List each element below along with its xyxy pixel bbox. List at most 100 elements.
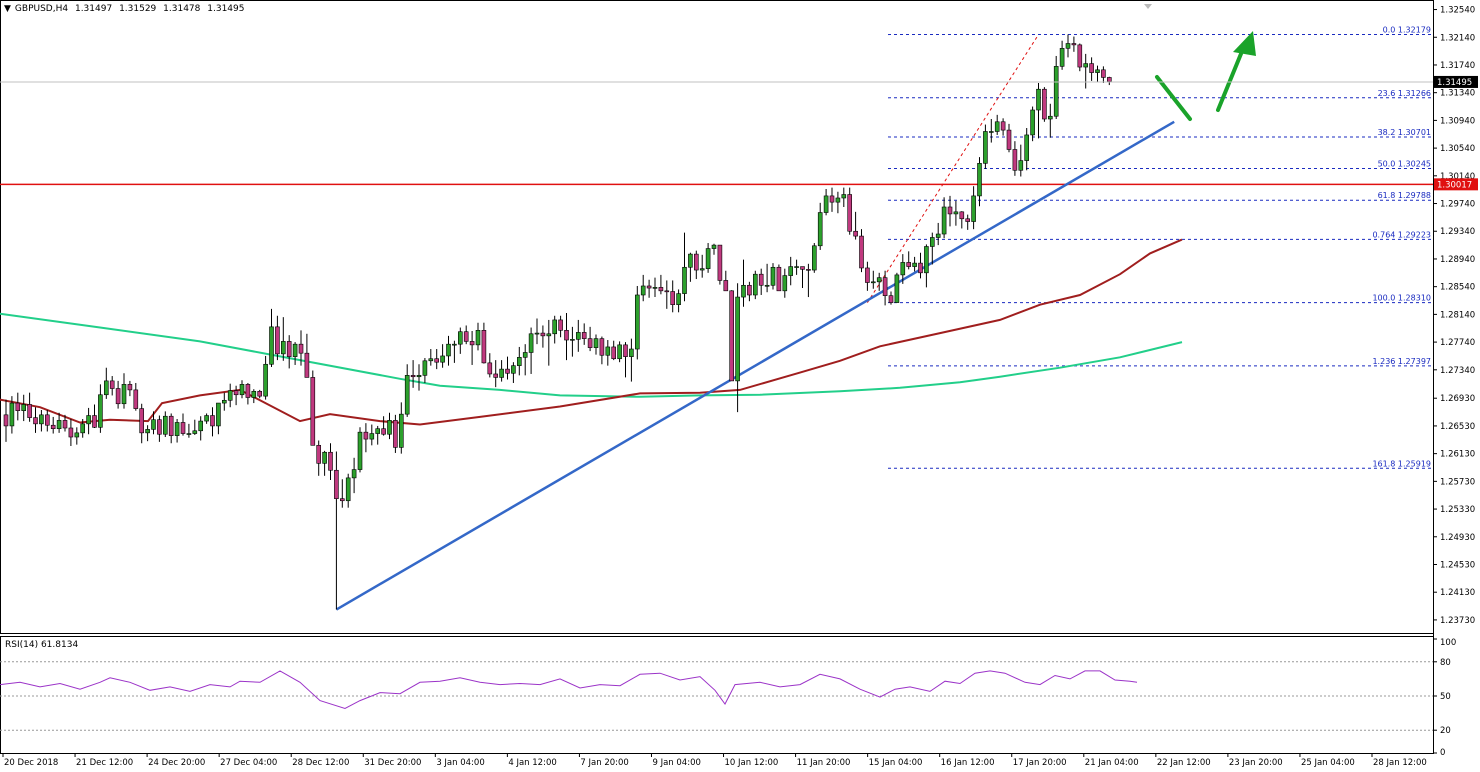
bearish-candle — [664, 280, 670, 309]
bearish-candle — [410, 360, 416, 388]
bullish-candle — [570, 326, 575, 357]
candle-body — [634, 294, 640, 350]
candle-body — [617, 344, 622, 360]
bullish-candle — [457, 327, 463, 354]
bullish-candle — [552, 315, 558, 344]
candle-body — [198, 420, 203, 432]
candle-body — [587, 338, 593, 348]
candle-body — [593, 338, 599, 348]
bullish-candle — [983, 124, 988, 169]
candle-body — [988, 131, 994, 133]
candle-body — [133, 389, 139, 409]
bullish-candle — [770, 263, 776, 290]
bullish-candle — [953, 200, 959, 226]
candle-body — [516, 357, 522, 366]
candle-body — [216, 402, 221, 427]
bullish-candle — [794, 259, 799, 275]
fib-level-label: 161.8 1.25919 — [1372, 459, 1431, 468]
bullish-candle — [788, 256, 794, 286]
bullish-candle — [935, 222, 941, 246]
bearish-candle — [540, 325, 546, 348]
candle-body — [222, 399, 227, 404]
bearish-candle — [965, 214, 971, 230]
price-tick-label: 1.29740 — [1440, 200, 1475, 210]
time-tick-label: 4 Jan 12:00 — [508, 758, 556, 768]
bullish-candle — [1030, 106, 1035, 142]
time-tick-label: 28 Jan 12:00 — [1373, 758, 1427, 768]
bearish-candle — [599, 336, 605, 365]
candle-body — [1042, 88, 1047, 120]
bearish-candle — [723, 270, 729, 292]
candle-body — [304, 352, 310, 378]
bearish-candle — [1107, 76, 1112, 86]
bullish-candle — [652, 277, 658, 298]
bearish-candle — [1071, 36, 1077, 52]
candle-body — [286, 341, 292, 357]
bullish-candle — [1036, 82, 1041, 139]
candle-body — [452, 343, 457, 346]
time-tick-label: 28 Dec 12:00 — [292, 758, 349, 768]
bullish-candle — [688, 252, 693, 282]
candle-body — [1077, 44, 1083, 68]
bearish-candle — [339, 479, 345, 508]
bearish-candle — [304, 333, 310, 378]
bullish-candle — [629, 338, 634, 382]
bullish-candle — [422, 358, 428, 383]
bearish-candle — [44, 409, 50, 432]
candle-body — [457, 331, 463, 345]
time-tick-label: 21 Jan 04:00 — [1085, 758, 1139, 768]
bullish-candle — [741, 259, 746, 307]
candle-body — [859, 235, 864, 269]
bearish-candle — [3, 399, 9, 442]
bearish-candle — [310, 370, 316, 446]
bullish-candle — [823, 188, 829, 216]
candle-body — [398, 413, 404, 448]
bearish-candle — [800, 266, 805, 289]
bullish-candle — [86, 407, 91, 435]
bearish-candle — [1089, 57, 1094, 81]
price-tick-label: 1.23730 — [1440, 616, 1475, 626]
candlesticks — [3, 34, 1112, 610]
candle-body — [729, 290, 735, 382]
candle-body — [86, 415, 91, 425]
bullish-candle — [1083, 53, 1088, 89]
candle-body — [180, 422, 186, 434]
candle-body — [853, 230, 858, 237]
candle-body — [310, 377, 316, 446]
rsi-tick-label: 50 — [1440, 692, 1451, 702]
dropdown-icon[interactable]: ▼ — [4, 4, 11, 14]
bullish-candle — [782, 268, 788, 298]
price-tick-label: 1.28140 — [1440, 310, 1475, 320]
candle-body — [1059, 48, 1065, 67]
candle-body — [3, 414, 9, 427]
candle-body — [558, 319, 563, 331]
bullish-candle — [817, 202, 823, 250]
candle-body — [965, 218, 971, 222]
candle-body — [894, 274, 900, 303]
rsi-indicator: 100 80 50 20 0 — [0, 638, 1456, 758]
candle-body — [104, 380, 109, 396]
bullish-candle — [428, 349, 434, 366]
bullish-candle — [192, 419, 198, 435]
bullish-candle — [575, 319, 581, 352]
bearish-candle — [1006, 123, 1012, 153]
time-tick-label: 24 Dec 20:00 — [148, 758, 205, 768]
bullish-candle — [682, 232, 687, 302]
resistance-price-tag — [1434, 178, 1478, 191]
candle-body — [375, 428, 381, 434]
bearish-candle — [127, 380, 133, 397]
candle-body — [339, 498, 345, 502]
bullish-candle — [546, 319, 552, 366]
candle-body — [682, 266, 687, 294]
candle-body — [139, 408, 144, 434]
candle-body — [163, 415, 168, 435]
bullish-candle — [404, 364, 410, 417]
bearish-candle — [882, 270, 888, 306]
candle-body — [776, 266, 782, 292]
bearish-candle — [558, 315, 563, 338]
time-tick-label: 21 Dec 12:00 — [76, 758, 133, 768]
bearish-candle — [906, 251, 912, 270]
bullish-candle — [752, 270, 758, 300]
bearish-candle — [847, 187, 853, 235]
